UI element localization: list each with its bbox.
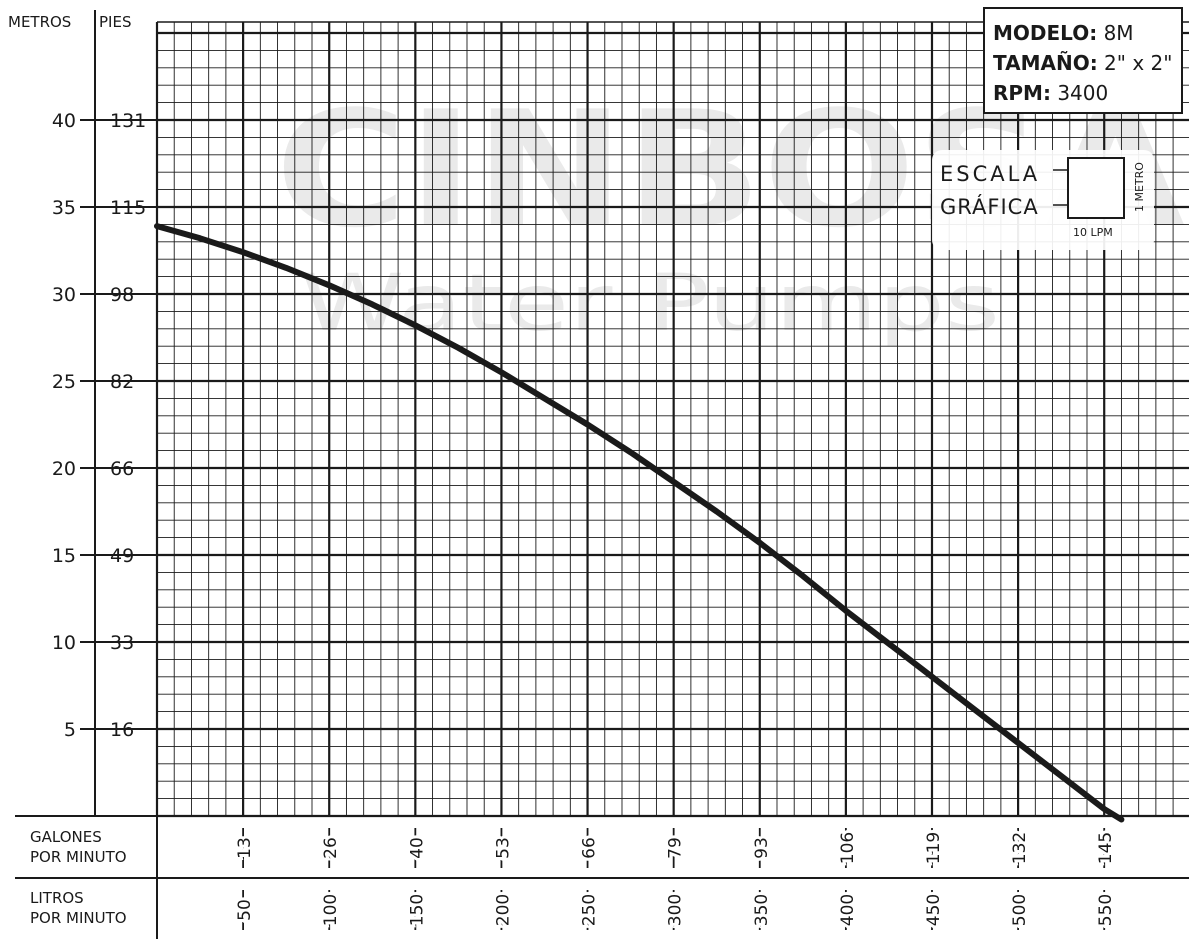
y-tick-label-metros: 40 — [52, 110, 76, 132]
x-tick-label-galones: 145 — [1096, 832, 1116, 864]
x-tick-label-litros: 300 — [666, 894, 686, 926]
modelo-label: MODELO: — [993, 21, 1097, 45]
y-tick-label-pies: 115 — [110, 197, 146, 219]
svg-text:TAMAÑO: 2" x 2": TAMAÑO: 2" x 2" — [993, 51, 1172, 75]
scale-square — [1067, 157, 1125, 219]
x-tick-label-galones: 66 — [580, 837, 600, 859]
svg-text:MODELO: 8M: MODELO: 8M — [993, 21, 1134, 45]
litros-label: LITROS POR MINUTO — [30, 889, 127, 927]
x-tick-label-litros: 400 — [838, 894, 858, 926]
x-tick-label-galones: 13 — [235, 837, 255, 859]
tamano-label: TAMAÑO: — [993, 51, 1098, 75]
x-tick-label-litros: 200 — [493, 894, 513, 926]
y-tick-label-metros: 25 — [52, 371, 76, 393]
watermark-tagline: Water Pumps — [300, 259, 1000, 349]
tamano-value: 2" x 2" — [1104, 51, 1172, 75]
x-tick-label-galones: 26 — [321, 837, 341, 859]
x-tick-label-galones: 40 — [407, 837, 427, 859]
x-tick-label-litros: 50 — [235, 899, 255, 921]
rpm-label: RPM: — [993, 81, 1051, 105]
y-tick-label-metros: 35 — [52, 197, 76, 219]
x-tick-label-galones: 119 — [924, 832, 944, 864]
y-tick-label-pies: 98 — [110, 284, 134, 306]
scale-legend-vertical: 1 METRO — [1133, 162, 1146, 212]
y-tick-label-metros: 30 — [52, 284, 76, 306]
svg-text:RPM: 3400: RPM: 3400 — [993, 81, 1108, 105]
y-tick-label-metros: 20 — [52, 458, 76, 480]
y-tick-labels: 5 16 10 33 15 49 20 66 25 82 30 98 35 115 40 131 — [52, 110, 146, 741]
x-tick-label-galones: 53 — [493, 837, 513, 859]
metros-header: METROS — [8, 13, 71, 31]
pies-header: PIES — [99, 13, 131, 31]
galones-label: GALONES POR MINUTO — [30, 828, 127, 866]
y-tick-label-pies: 33 — [110, 632, 134, 654]
x-tick-label-litros: 500 — [1010, 894, 1030, 926]
scale-legend-horizontal: 10 LPM — [1073, 226, 1113, 239]
x-tick-label-litros: 150 — [407, 894, 427, 926]
y-tick-label-pies: 16 — [110, 719, 134, 741]
x-tick-label-galones: 93 — [752, 837, 772, 859]
x-tick-label-litros: 450 — [924, 894, 944, 926]
scale-legend-line1: ESCALA — [940, 162, 1040, 186]
x-tick-label-galones: 79 — [666, 837, 686, 859]
y-tick-label-metros: 15 — [52, 545, 76, 567]
series-line — [154, 223, 1125, 823]
scale-legend-line2: GRÁFICA — [940, 194, 1039, 219]
y-tick-label-pies: 49 — [110, 545, 134, 567]
y-tick-label-pies: 131 — [110, 110, 146, 132]
x-tick-label-litros: 100 — [321, 894, 341, 926]
y-tick-label-metros: 10 — [52, 632, 76, 654]
y-tick-label-metros: 5 — [64, 719, 76, 741]
rpm-value: 3400 — [1057, 81, 1108, 105]
scale-legend: ESCALA GRÁFICA 1 METRO 10 LPM — [932, 150, 1154, 250]
chart-axes — [15, 10, 1189, 939]
modelo-value: 8M — [1104, 21, 1134, 45]
x-tick-label-litros: 350 — [752, 894, 772, 926]
x-axis-row-labels: GALONES POR MINUTO LITROS POR MINUTO — [30, 828, 127, 927]
x-tick-labels: 13 50 26 100 40 150 53 200 66 250 79 300 93 350 106 400… — [232, 829, 1119, 929]
x-tick-label-litros: 250 — [580, 894, 600, 926]
y-tick-label-pies: 66 — [110, 458, 134, 480]
info-box: MODELO: 8M TAMAÑO: 2" x 2" RPM: 3400 — [983, 7, 1183, 114]
y-tick-label-pies: 82 — [110, 371, 134, 393]
x-tick-label-galones: 106 — [838, 832, 858, 864]
x-tick-label-galones: 132 — [1010, 832, 1030, 864]
x-tick-label-litros: 550 — [1096, 894, 1116, 926]
